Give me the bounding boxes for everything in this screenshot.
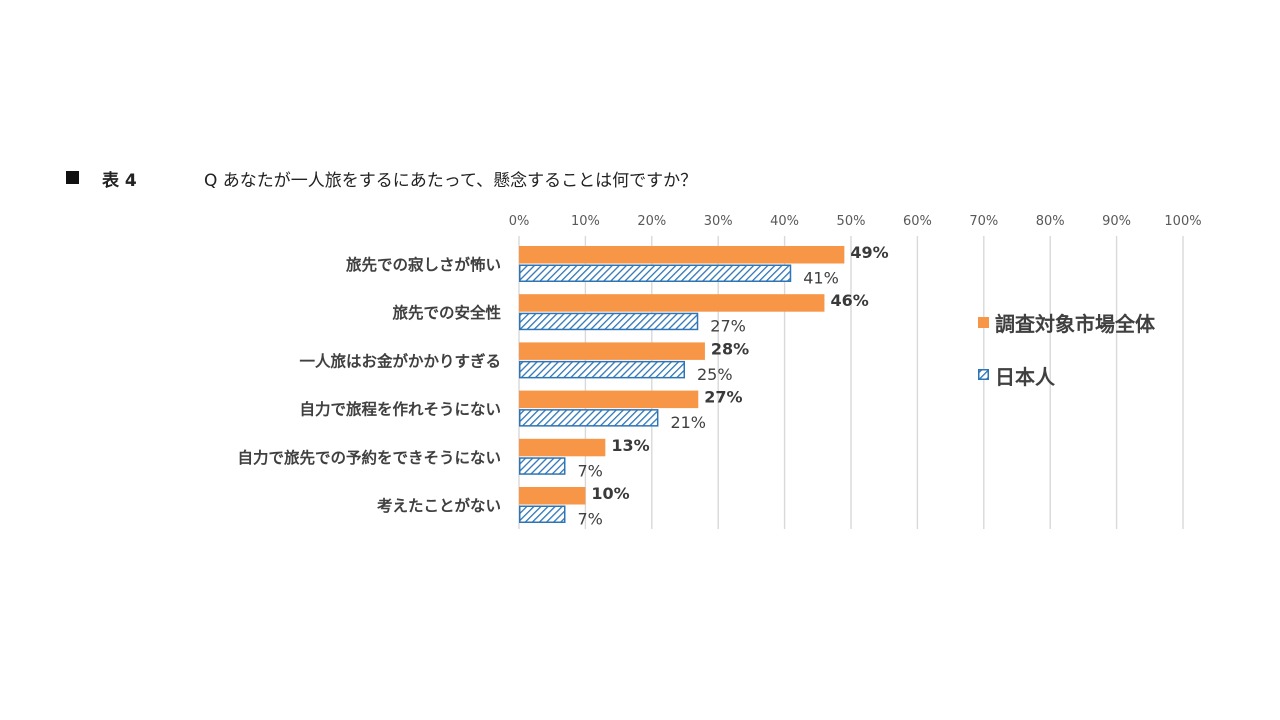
x-tick-label: 70% bbox=[969, 214, 998, 229]
bar-series-japanese bbox=[519, 312, 699, 331]
bar-series-japanese bbox=[519, 264, 792, 282]
x-tick-label: 40% bbox=[770, 214, 799, 229]
x-tick-label: 50% bbox=[837, 214, 866, 229]
x-tick-label: 10% bbox=[571, 214, 600, 229]
square-bullet-icon bbox=[66, 171, 79, 184]
data-label-all-markets: 27% bbox=[704, 388, 742, 407]
table-number: 表 4 bbox=[102, 171, 137, 191]
x-tick-label: 0% bbox=[509, 214, 530, 229]
bar-series-all-markets bbox=[519, 342, 705, 360]
legend-label-all-markets: 調査対象市場全体 bbox=[995, 312, 1156, 336]
x-tick-label: 100% bbox=[1164, 214, 1201, 229]
category-label: 自力で旅程を作れそうにない bbox=[299, 400, 501, 419]
x-tick-label: 20% bbox=[637, 214, 666, 229]
data-label-japanese: 7% bbox=[577, 461, 602, 480]
x-axis-ticks: 0% 10% 20% 30% 40% 50% 60% 70% 80% 90% 100% bbox=[509, 214, 1202, 229]
data-label-japanese: 21% bbox=[670, 413, 706, 432]
data-label-japanese: 7% bbox=[577, 510, 602, 529]
data-label-all-markets: 10% bbox=[591, 484, 629, 503]
chart-header: 表 4 Q あなたが一人旅をするにあたって、懸念することは何ですか？ bbox=[64, 165, 824, 191]
x-tick-label: 30% bbox=[704, 214, 733, 229]
data-label-japanese: 27% bbox=[710, 317, 746, 336]
bar-series-all-markets bbox=[519, 438, 606, 457]
chart-question-title: Q あなたが一人旅をするにあたって、懸念することは何ですか？ bbox=[204, 171, 698, 191]
x-tick-label: 90% bbox=[1102, 214, 1131, 229]
bar-series-all-markets bbox=[519, 246, 845, 264]
bar-series-japanese bbox=[519, 505, 566, 523]
bar-series-all-markets bbox=[519, 294, 825, 312]
bar-series-japanese bbox=[519, 457, 566, 475]
data-label-all-markets: 13% bbox=[611, 436, 649, 455]
gridlines bbox=[518, 236, 1184, 529]
x-tick-label: 80% bbox=[1036, 214, 1065, 229]
bar-series-all-markets bbox=[519, 390, 699, 409]
data-label-japanese: 25% bbox=[697, 365, 733, 384]
data-label-all-markets: 46% bbox=[830, 291, 868, 310]
bars bbox=[519, 246, 845, 523]
legend-swatch-all-markets bbox=[978, 317, 989, 328]
category-label: 考えたことがない bbox=[377, 496, 501, 515]
category-label: 旅先での寂しさが怖い bbox=[346, 255, 501, 274]
bar-series-japanese bbox=[519, 409, 659, 427]
legend-label-japanese: 日本人 bbox=[995, 365, 1056, 389]
data-label-all-markets: 49% bbox=[850, 243, 888, 262]
bar-series-japanese bbox=[519, 360, 685, 379]
legend-swatch-japanese bbox=[978, 369, 989, 380]
labels: 旅先での寂しさが怖い 49% 41% 旅先での安全性 46% 27% 一人旅はお金がかかりす… bbox=[237, 243, 888, 529]
category-label: 一人旅はお金がかかりすぎる bbox=[299, 351, 501, 370]
data-label-japanese: 41% bbox=[803, 269, 839, 288]
category-label: 旅先での安全性 bbox=[392, 303, 501, 322]
bar-series-all-markets bbox=[519, 487, 586, 505]
x-tick-label: 60% bbox=[903, 214, 932, 229]
category-label: 自力で旅先での予約をできそうにない bbox=[237, 448, 501, 467]
data-label-all-markets: 28% bbox=[711, 339, 749, 358]
